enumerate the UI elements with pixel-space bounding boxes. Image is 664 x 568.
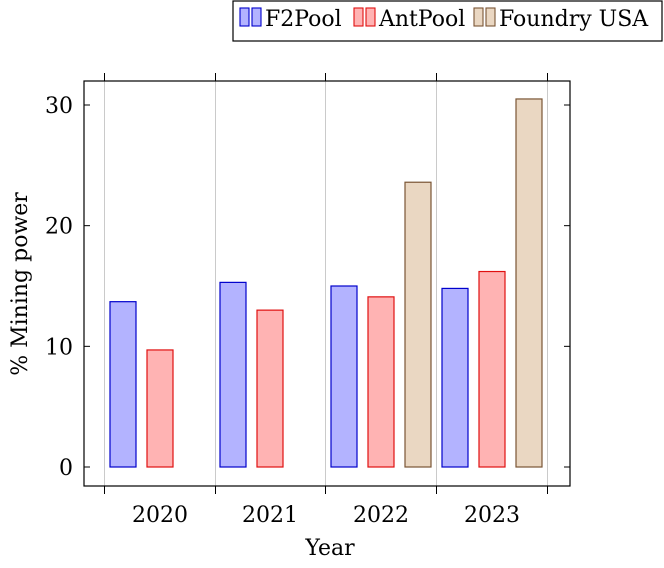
plot-area: 0 10 20 30 2020 2021 2022 2023: [45, 73, 571, 528]
plot-frame: [83, 80, 571, 487]
x-axis-label: Year: [304, 536, 355, 561]
y-tick-label: 0: [59, 456, 73, 481]
legend-label: F2Pool: [265, 7, 342, 32]
legend-box: [232, 0, 663, 42]
x-tick-label: 2023: [464, 503, 520, 528]
bar-antpool-2022: [367, 296, 395, 468]
bar-f2pool-2021: [219, 281, 247, 468]
y-tick-label: 20: [45, 215, 73, 240]
y-tick-label: 30: [45, 94, 73, 119]
x-tick-label: 2022: [353, 503, 409, 528]
bar-f2pool-2020: [109, 301, 137, 468]
legend-swatch: [239, 7, 250, 27]
legend-swatch: [365, 7, 376, 27]
legend-label: AntPool: [378, 7, 465, 32]
bar-foundry-usa-2023: [515, 98, 543, 468]
legend-swatch: [353, 7, 364, 27]
x-tick-label: 2021: [242, 503, 298, 528]
y-tick-label: 10: [45, 335, 73, 360]
bar-f2pool-2023: [441, 287, 469, 468]
legend-label: Foundry USA: [499, 7, 649, 32]
bar-f2pool-2022: [330, 285, 358, 468]
legend: F2Pool AntPool Foundry USA: [232, 0, 663, 42]
bar-antpool-2020: [146, 349, 174, 468]
legend-swatch: [251, 7, 262, 27]
x-tick-label: 2020: [132, 503, 188, 528]
legend-swatch: [473, 7, 484, 27]
legend-swatch: [485, 7, 496, 27]
y-axis-label: % Mining power: [8, 192, 33, 376]
bar-foundry-usa-2022: [404, 181, 432, 468]
bar-antpool-2023: [478, 270, 506, 468]
bar-antpool-2021: [256, 309, 284, 468]
